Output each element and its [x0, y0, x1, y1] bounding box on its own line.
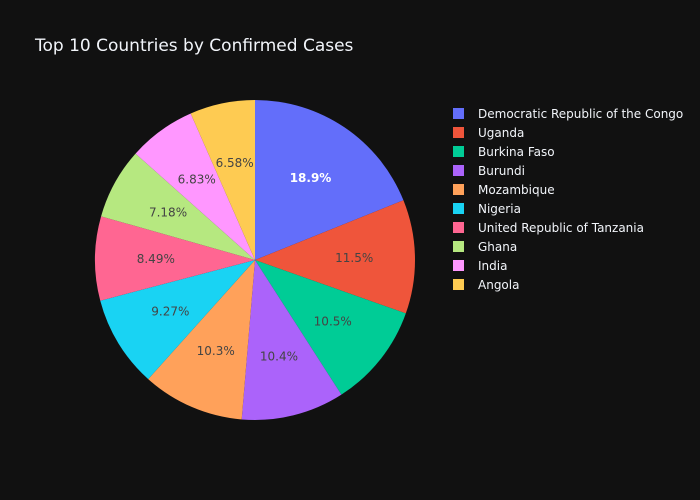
- pie-slice-burundi[interactable]: [241, 260, 342, 420]
- legend-swatch: [453, 222, 464, 233]
- legend-item-nigeria[interactable]: Nigeria: [453, 202, 521, 216]
- legend-swatch: [453, 279, 464, 290]
- pie-slice-mozambique[interactable]: [148, 260, 255, 420]
- legend-item-ghana[interactable]: Ghana: [453, 240, 517, 254]
- legend-label: Burkina Faso: [478, 145, 555, 159]
- pie-slices: [95, 100, 415, 420]
- chart-title: Top 10 Countries by Confirmed Cases: [34, 36, 354, 56]
- legend-label: Angola: [478, 278, 519, 292]
- slice-label-india: 6.83%: [178, 173, 216, 187]
- pie-slice-democratic-republic-of-the-congo[interactable]: [255, 100, 404, 260]
- legend-label: Burundi: [478, 164, 525, 178]
- legend-item-democratic-republic-of-the-congo[interactable]: Democratic Republic of the Congo: [453, 107, 683, 121]
- legend-swatch: [453, 184, 464, 195]
- legend-item-uganda[interactable]: Uganda: [453, 126, 524, 140]
- legend-swatch: [453, 127, 464, 138]
- legend-label: Democratic Republic of the Congo: [478, 107, 683, 121]
- slice-label-burundi: 10.4%: [260, 349, 298, 363]
- pie-slice-nigeria[interactable]: [100, 260, 255, 380]
- slice-label-burkina-faso: 10.5%: [314, 315, 352, 329]
- slice-label-mozambique: 10.3%: [197, 344, 235, 358]
- legend-swatch: [453, 165, 464, 176]
- slice-label-ghana: 7.18%: [149, 205, 187, 219]
- pie-slice-angola[interactable]: [190, 100, 255, 260]
- legend-item-mozambique[interactable]: Mozambique: [453, 183, 555, 197]
- legend-item-india[interactable]: India: [453, 259, 507, 273]
- pie-slice-uganda[interactable]: [255, 200, 415, 314]
- legend-label: Nigeria: [478, 202, 521, 216]
- slice-label-angola: 6.58%: [216, 156, 254, 170]
- legend-swatch: [453, 241, 464, 252]
- legend-item-burkina-faso[interactable]: Burkina Faso: [453, 145, 555, 159]
- legend-item-burundi[interactable]: Burundi: [453, 164, 525, 178]
- legend-swatch: [453, 146, 464, 157]
- slice-label-democratic-republic-of-the-congo: 18.9%: [290, 171, 332, 185]
- legend-item-angola[interactable]: Angola: [453, 278, 519, 292]
- slice-label-united-republic-of-tanzania: 8.49%: [137, 252, 175, 266]
- legend-swatch: [453, 260, 464, 271]
- legend-label: United Republic of Tanzania: [478, 221, 644, 235]
- pie-slice-united-republic-of-tanzania[interactable]: [95, 216, 256, 301]
- legend-label: Uganda: [478, 126, 524, 140]
- pie-slice-burkina-faso[interactable]: [255, 260, 406, 395]
- legend-label: Ghana: [478, 240, 517, 254]
- legend-label: Mozambique: [478, 183, 555, 197]
- legend-label: India: [478, 259, 507, 273]
- slice-label-uganda: 11.5%: [335, 251, 373, 265]
- legend-item-united-republic-of-tanzania[interactable]: United Republic of Tanzania: [453, 221, 644, 235]
- legend-swatch: [453, 203, 464, 214]
- legend: Democratic Republic of the Congo Uganda Bu…: [453, 107, 683, 292]
- pie-slice-labels: 18.9% 11.5% 10.5% 10.4% 10.3% 9.27% 8.49% 7.18%…: [137, 156, 373, 363]
- legend-swatch: [453, 108, 464, 119]
- slice-label-nigeria: 9.27%: [151, 305, 189, 319]
- pie-slice-india[interactable]: [135, 113, 255, 260]
- pie-slice-ghana[interactable]: [101, 153, 256, 260]
